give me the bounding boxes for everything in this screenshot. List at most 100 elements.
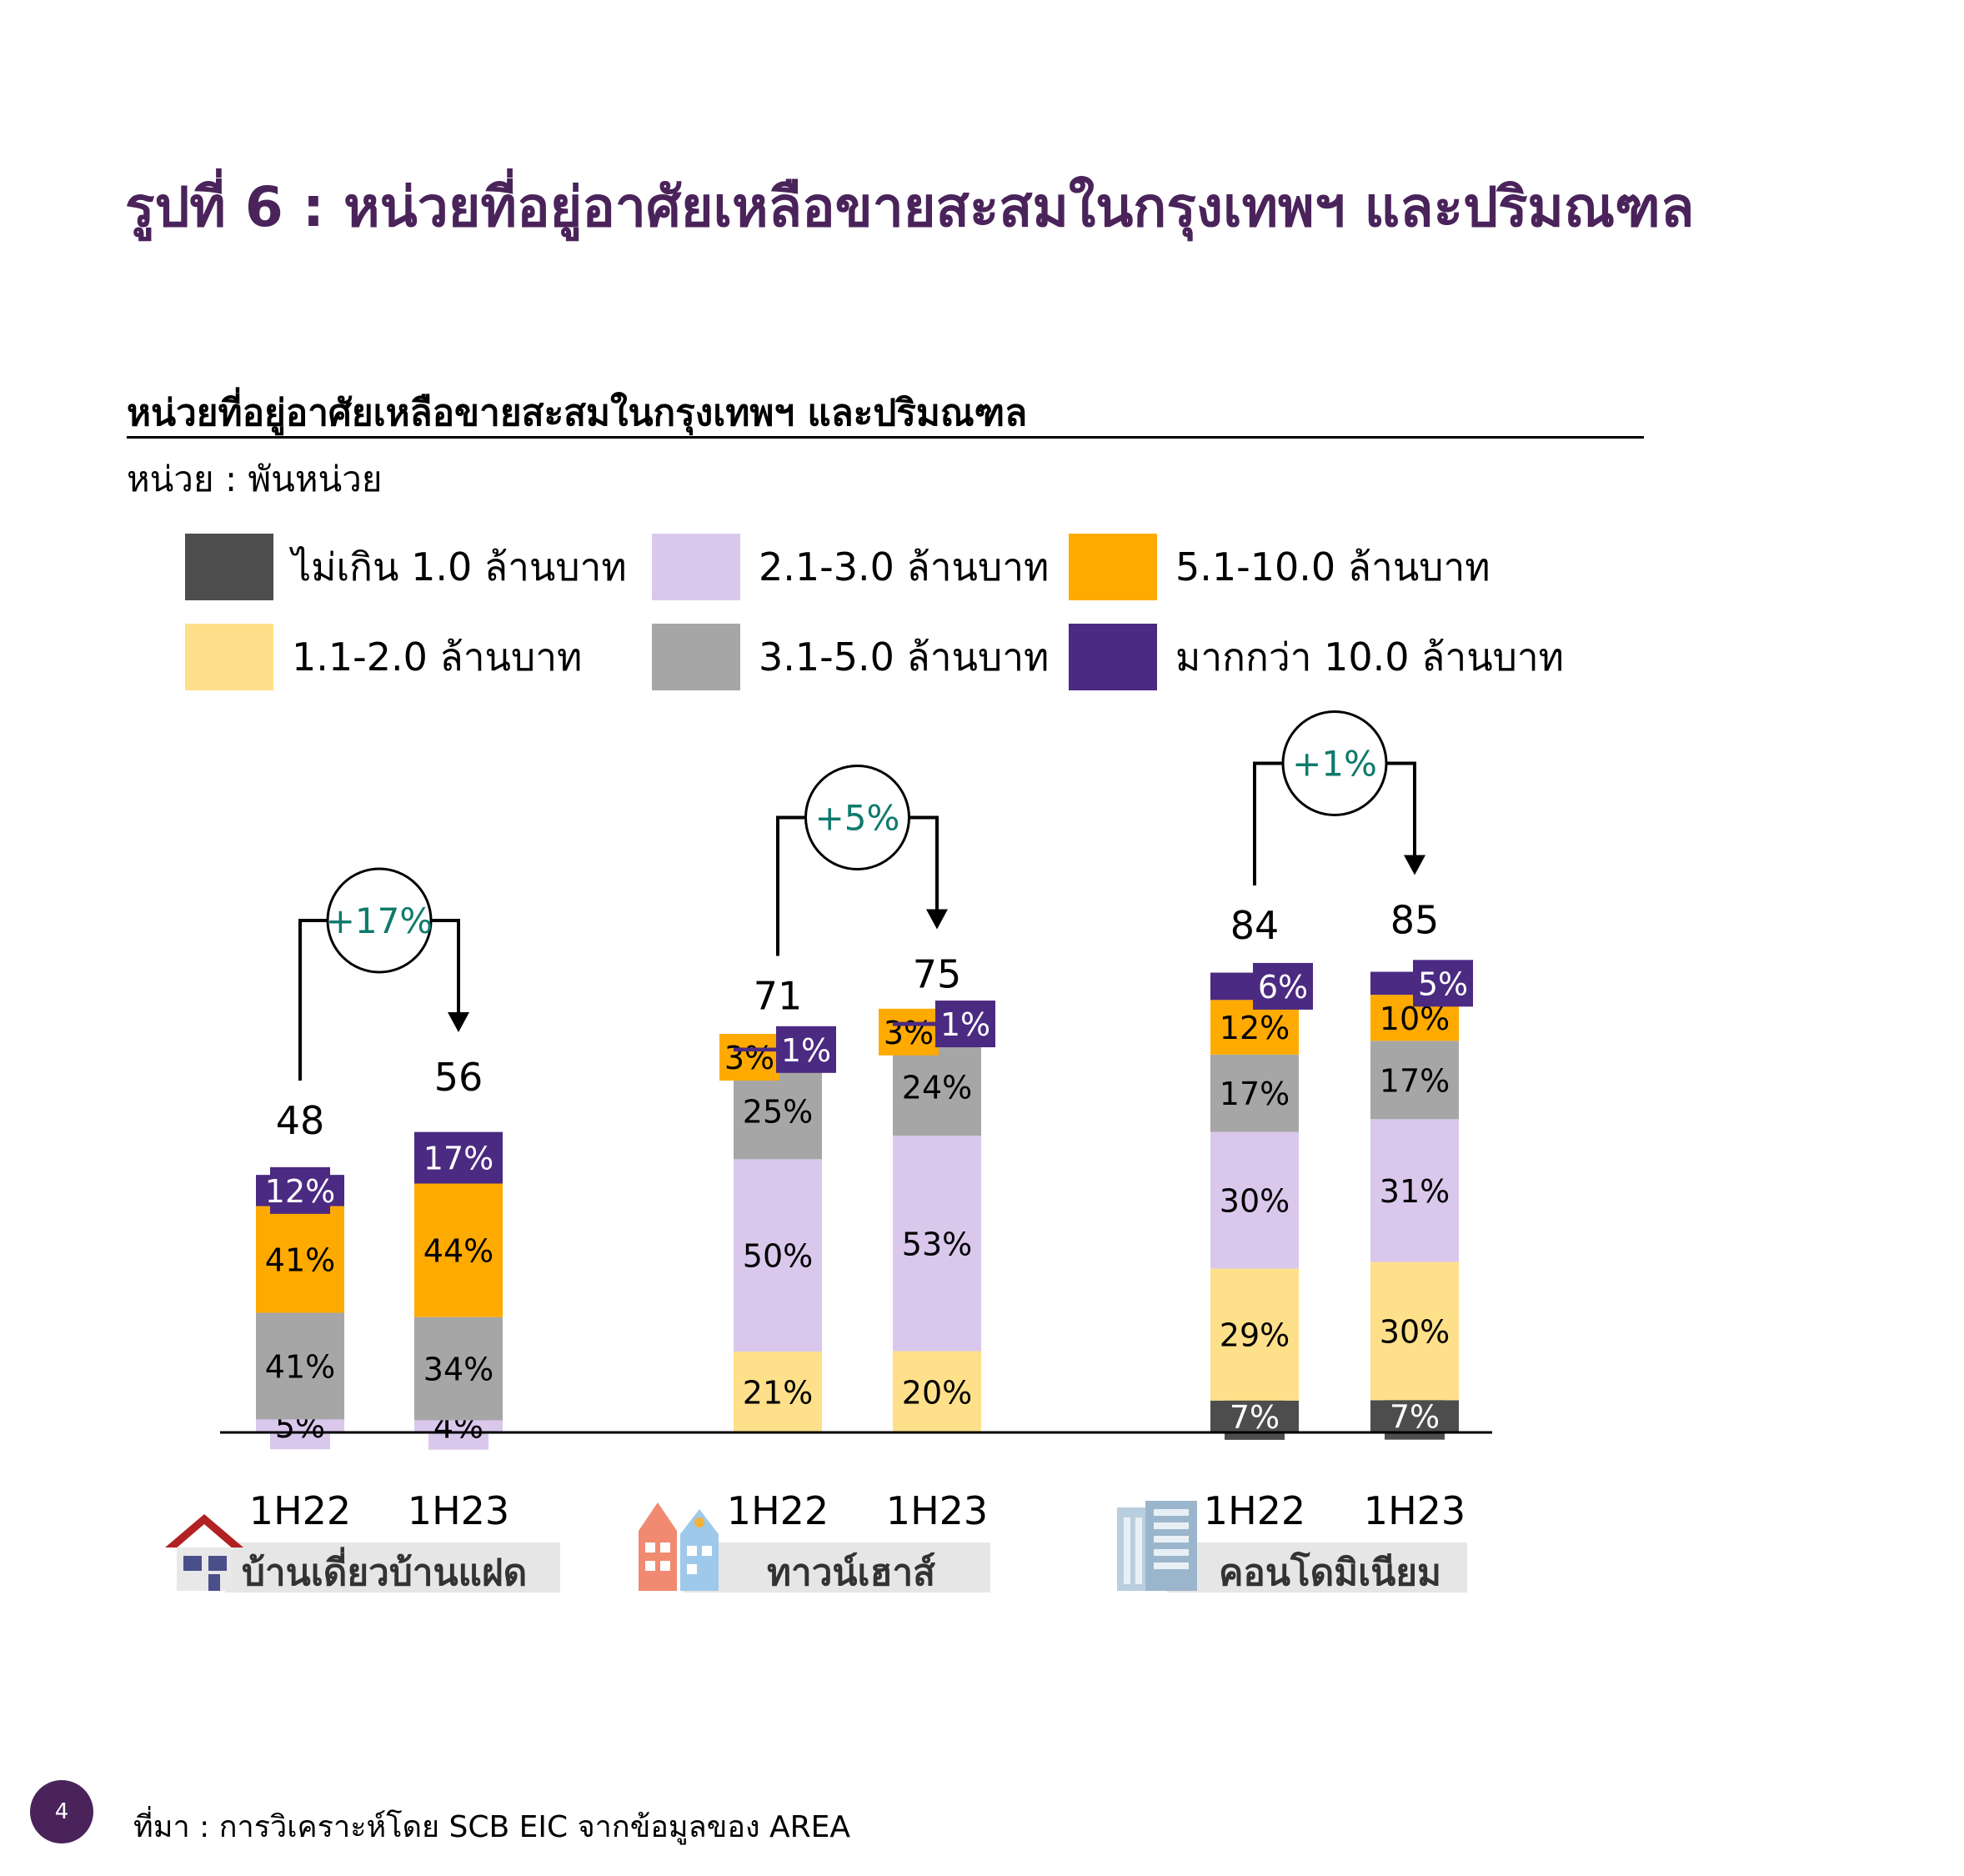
period-label: 1H23 <box>408 1488 509 1533</box>
bar-segment-label: 31% <box>1380 1173 1450 1210</box>
bar-total-label: 56 <box>434 1055 483 1100</box>
legend-item: มากกว่า 10.0 ล้านบาท <box>1069 624 1564 690</box>
source-note: ที่มา : การวิเคราะห์โดย SCB EIC จากข้อมู… <box>133 1810 850 1844</box>
legend-label: 3.1-5.0 ล้านบาท <box>759 634 1050 680</box>
change-label: +5% <box>815 798 900 839</box>
bar-segment-label: 41% <box>265 1348 335 1385</box>
period-label: 1H22 <box>249 1488 351 1533</box>
bar-total-label: 71 <box>754 974 803 1019</box>
legend-label: ไม่เกิน 1.0 ล้านบาท <box>292 544 627 589</box>
legend-item: 1.1-2.0 ล้านบาท <box>185 624 582 690</box>
bar-segment-label: 3% <box>724 1040 774 1076</box>
bar-segment <box>1370 1119 1459 1262</box>
legend-label: 5.1-10.0 ล้านบาท <box>1175 544 1491 589</box>
page-number-badge: 4 <box>30 1780 93 1843</box>
category-label-detached-house: บ้านเดี่ยวบ้านแฝด <box>242 1552 528 1594</box>
change-bubble <box>804 765 910 870</box>
bar-segment-label: 41% <box>265 1242 335 1279</box>
bar-segment-label-box <box>935 1001 995 1048</box>
legend-swatch <box>185 534 273 600</box>
bar-segment <box>893 1351 981 1432</box>
bar-segment-label: 17% <box>423 1141 494 1177</box>
bar-segment-label: 20% <box>902 1374 972 1411</box>
legend-label: 1.1-2.0 ล้านบาท <box>292 634 583 680</box>
legend-item: 5.1-10.0 ล้านบาท <box>1069 534 1491 600</box>
period-label: 1H22 <box>1204 1488 1305 1533</box>
bar-segment-label: 7% <box>1390 1399 1440 1436</box>
bar-segment <box>414 1317 503 1421</box>
bar-segment-label: 1% <box>781 1032 831 1069</box>
subtitle-rule <box>127 436 1644 439</box>
bar-segment-label: 34% <box>423 1352 494 1388</box>
bar-segment-label: 3% <box>884 1015 934 1051</box>
bar-segment <box>256 1206 344 1313</box>
change-label: +1% <box>1292 744 1377 785</box>
bar-segment <box>414 1131 503 1184</box>
bar-segment <box>256 1312 344 1420</box>
legend-label: 2.1-3.0 ล้านบาท <box>759 544 1050 589</box>
category-label-bg <box>225 1542 560 1593</box>
bar-segment-label: 17% <box>1220 1076 1290 1112</box>
bar-segment-label: 7% <box>1230 1399 1280 1436</box>
legend-swatch <box>1069 534 1157 600</box>
bar-segment-label: 29% <box>1220 1317 1290 1354</box>
category-label-condominium: คอนโดมิเนียม <box>1219 1552 1442 1594</box>
condominium-icon <box>1117 1501 1197 1591</box>
legend-label: มากกว่า 10.0 ล้านบาท <box>1175 634 1564 680</box>
bar-segment-label: 24% <box>902 1070 972 1106</box>
bar-segment-label: 53% <box>902 1226 972 1262</box>
bar-segment <box>734 1352 822 1432</box>
bar-segment-label: 30% <box>1380 1313 1450 1350</box>
bar-segment-label: 30% <box>1220 1183 1290 1220</box>
category-label-townhouse: ทาวน์เฮาส์ <box>767 1552 935 1594</box>
change-arrowhead <box>1404 855 1425 875</box>
bar-segment-label-box <box>1413 960 1473 1007</box>
category-label-bg <box>1167 1542 1467 1593</box>
legend-swatch <box>652 624 740 690</box>
period-label: 1H23 <box>886 1488 988 1533</box>
change-bubble <box>326 867 433 974</box>
change-arrowhead <box>926 909 948 930</box>
bar-segment-label: 44% <box>423 1233 494 1270</box>
category-label-bg <box>684 1542 990 1593</box>
page-title: รูปที่ 6 : หน่วยที่อยู่อาศัยเหลือขายสะสม… <box>125 175 1695 239</box>
legend-swatch <box>1069 624 1157 690</box>
bar-total-label: 48 <box>276 1098 325 1143</box>
bar-segment <box>893 1136 981 1352</box>
bar-segment-label: 12% <box>265 1173 335 1210</box>
bar-segment-label: 17% <box>1380 1062 1450 1099</box>
legend-item: 2.1-3.0 ล้านบาท <box>652 534 1049 600</box>
bar-segment-label: 5% <box>1418 966 1468 1002</box>
townhouse-icon <box>639 1502 719 1591</box>
bar-segment-label: 21% <box>743 1375 813 1412</box>
legend-item: ไม่เกิน 1.0 ล้านบาท <box>185 534 627 600</box>
bar-segment-label: 1% <box>940 1006 990 1043</box>
bar-total-label: 85 <box>1390 898 1440 943</box>
bar-segment <box>1210 1131 1299 1269</box>
change-label: +17% <box>326 900 433 941</box>
bar-segment-label-box <box>776 1026 836 1073</box>
period-label: 1H22 <box>727 1488 829 1533</box>
change-arrowhead <box>448 1012 469 1032</box>
bar-total-label: 75 <box>913 952 962 997</box>
bar-total-label: 84 <box>1230 903 1280 948</box>
legend-swatch <box>185 624 273 690</box>
bar-segment-label: 6% <box>1258 969 1308 1006</box>
bar-segment-label: 50% <box>743 1238 813 1275</box>
period-label: 1H23 <box>1364 1488 1465 1533</box>
change-bubble <box>1281 710 1388 816</box>
legend: ไม่เกิน 1.0 ล้านบาท 2.1-3.0 ล้านบาท 5.1-… <box>185 534 1602 700</box>
bar-segment-label-box <box>719 1034 779 1081</box>
unit-label: หน่วย : พันหน่วย <box>127 459 383 499</box>
bar-segment-label-box <box>270 1166 330 1214</box>
bar-segment <box>1210 1268 1299 1401</box>
bar-segment <box>1370 1262 1459 1401</box>
bar-segment-label: 25% <box>743 1094 813 1131</box>
bar-segment <box>1370 1041 1459 1120</box>
bar-segment-label: 12% <box>1220 1010 1290 1046</box>
bar-segment <box>734 1159 822 1352</box>
legend-item: 3.1-5.0 ล้านบาท <box>652 624 1049 690</box>
bar-segment-label-box <box>1253 962 1313 1010</box>
bar-segment <box>1210 1054 1299 1132</box>
